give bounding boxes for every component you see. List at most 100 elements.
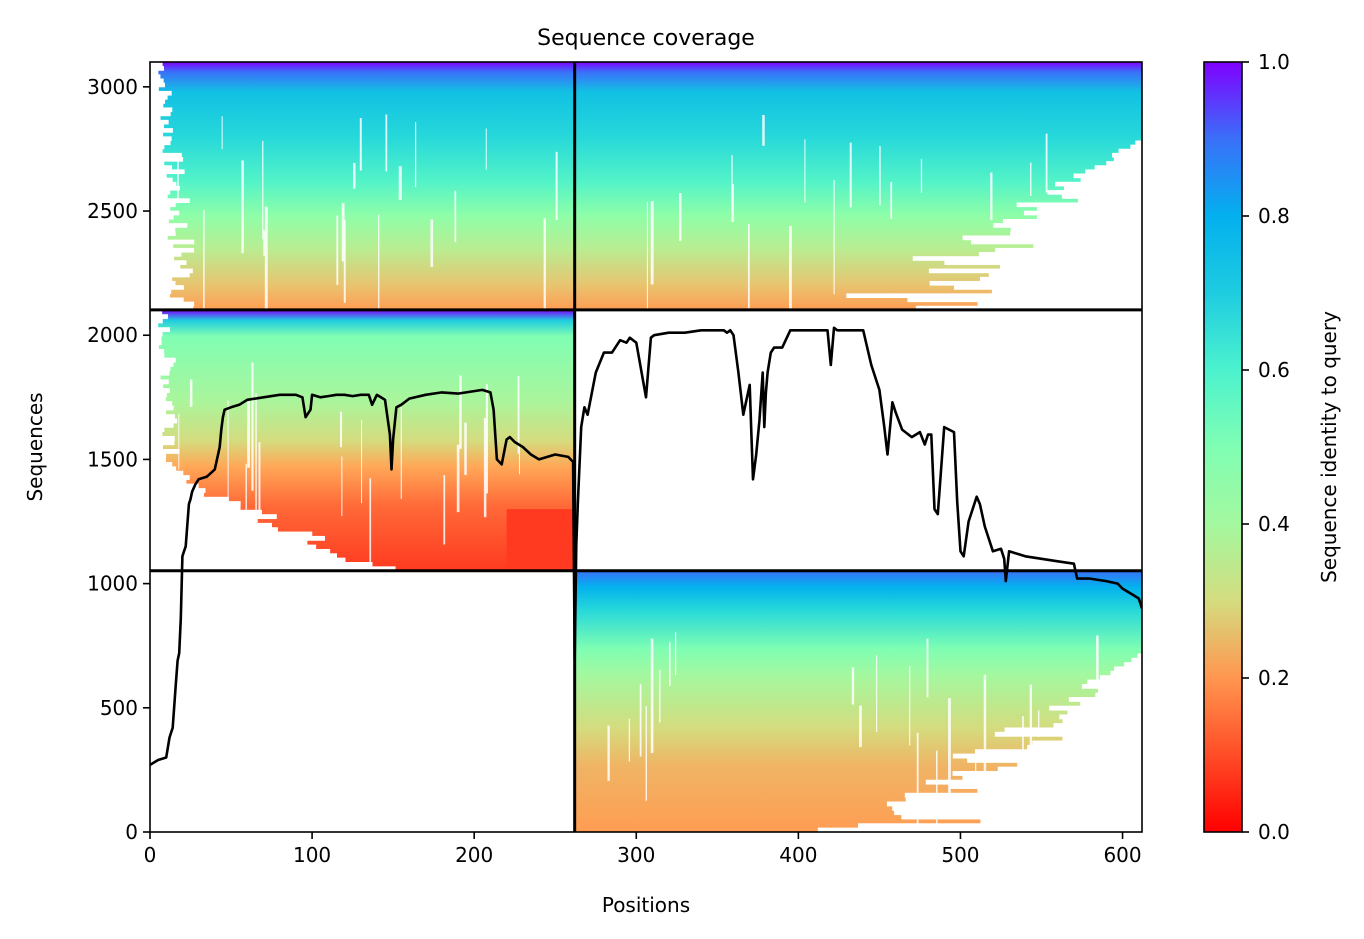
gap bbox=[975, 750, 977, 778]
gap bbox=[851, 667, 855, 705]
gap bbox=[262, 140, 264, 240]
gap bbox=[150, 169, 185, 175]
gap bbox=[974, 749, 1142, 755]
gap bbox=[150, 128, 173, 133]
gap bbox=[150, 466, 177, 472]
gap bbox=[747, 224, 750, 309]
y-tick-label: 1500 bbox=[87, 447, 138, 471]
gap bbox=[150, 405, 174, 411]
gap bbox=[150, 252, 182, 257]
gap bbox=[369, 478, 372, 571]
gap bbox=[1095, 692, 1142, 698]
gap bbox=[518, 447, 520, 475]
gap bbox=[150, 247, 195, 253]
gap bbox=[1067, 710, 1142, 715]
gap bbox=[1059, 714, 1142, 720]
gap bbox=[675, 632, 677, 676]
gap bbox=[907, 297, 1142, 303]
gap bbox=[949, 784, 1142, 789]
gap bbox=[150, 243, 174, 249]
gap bbox=[1099, 675, 1142, 681]
chart-title: Sequence coverage bbox=[537, 26, 755, 51]
gap bbox=[150, 62, 163, 67]
plot-area bbox=[150, 62, 1142, 832]
gap bbox=[150, 370, 170, 376]
gap bbox=[993, 223, 1142, 228]
gap bbox=[359, 118, 362, 171]
gap bbox=[543, 218, 546, 310]
gap bbox=[901, 814, 1142, 820]
gap bbox=[227, 400, 229, 531]
gap bbox=[150, 331, 163, 337]
gap bbox=[245, 463, 247, 563]
gap bbox=[150, 457, 166, 463]
gap bbox=[915, 305, 1142, 311]
gap bbox=[1094, 165, 1142, 170]
gap bbox=[1010, 231, 1142, 237]
gap bbox=[150, 548, 331, 554]
gap bbox=[1062, 736, 1142, 742]
gap bbox=[150, 544, 317, 550]
gap bbox=[1037, 710, 1040, 737]
gap bbox=[258, 442, 261, 514]
gap bbox=[650, 201, 654, 285]
x-tick-label: 100 bbox=[293, 843, 331, 867]
gap bbox=[150, 383, 164, 389]
gap bbox=[150, 268, 193, 274]
gap bbox=[1029, 684, 1033, 767]
gap bbox=[978, 252, 1142, 257]
gap bbox=[150, 518, 258, 524]
gap bbox=[1130, 144, 1142, 150]
gap bbox=[150, 527, 278, 533]
gap bbox=[1098, 688, 1142, 694]
gap bbox=[150, 285, 184, 290]
gap bbox=[1061, 194, 1142, 199]
gap bbox=[1112, 152, 1142, 158]
gap bbox=[150, 357, 176, 363]
gap bbox=[415, 122, 417, 188]
gap bbox=[150, 566, 396, 572]
gap bbox=[517, 376, 520, 454]
gap bbox=[150, 202, 176, 208]
gap bbox=[988, 272, 1142, 278]
gap bbox=[150, 440, 175, 446]
gap bbox=[150, 379, 169, 385]
gap bbox=[1062, 718, 1142, 724]
gap bbox=[977, 788, 1142, 794]
gap bbox=[905, 797, 1142, 803]
gap bbox=[341, 203, 345, 262]
gap bbox=[995, 247, 1142, 253]
gap bbox=[150, 522, 273, 528]
gap bbox=[1030, 162, 1032, 196]
gap bbox=[150, 492, 204, 498]
gap bbox=[1118, 148, 1142, 154]
gap bbox=[398, 166, 402, 200]
gap bbox=[150, 123, 165, 129]
gap bbox=[980, 818, 1142, 824]
gap bbox=[1068, 696, 1142, 702]
gap bbox=[150, 392, 167, 398]
gap bbox=[1131, 657, 1142, 663]
gap bbox=[385, 114, 388, 172]
gap bbox=[150, 514, 277, 520]
gap bbox=[264, 206, 268, 310]
gap bbox=[650, 638, 654, 754]
gap bbox=[925, 779, 1142, 785]
gap bbox=[150, 322, 159, 328]
gap bbox=[1081, 683, 1142, 689]
gap bbox=[150, 256, 175, 261]
gap bbox=[150, 235, 168, 241]
gap bbox=[936, 750, 938, 832]
gap bbox=[150, 362, 174, 367]
gap bbox=[150, 86, 159, 92]
gap bbox=[150, 340, 162, 346]
gap bbox=[150, 144, 165, 150]
gap bbox=[999, 264, 1142, 270]
gap bbox=[926, 638, 929, 698]
gap bbox=[990, 172, 993, 221]
gap bbox=[962, 235, 1142, 241]
coverage-line bbox=[150, 326, 1142, 767]
colorbar: 0.0 0.2 0.4 0.6 0.8 1.0 Sequence identity to … bbox=[1203, 50, 1341, 844]
gap bbox=[150, 314, 168, 320]
gap bbox=[876, 655, 878, 732]
